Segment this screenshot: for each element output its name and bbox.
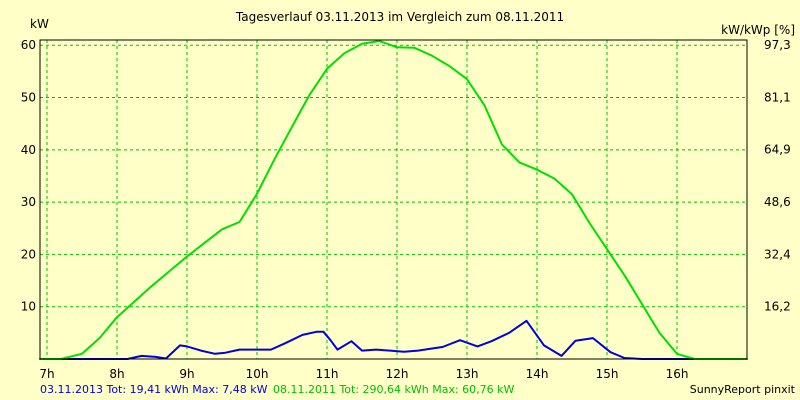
series-line-03-11-2013 (39, 319, 748, 360)
chart-title: Tagesverlauf 03.11.2013 im Vergleich zum… (235, 10, 564, 24)
x-tick-label: 15h (596, 367, 619, 381)
y2-tick-label: 81,1 (764, 90, 791, 104)
x-tick-label: 10h (246, 367, 269, 381)
x-tick-label: 12h (386, 367, 409, 381)
y2-tick-label: 16,2 (764, 300, 791, 314)
y-tick-label: 30 (21, 195, 36, 209)
y2-tick-label: 48,6 (764, 195, 791, 209)
series-layer (39, 40, 748, 360)
x-tick-label: 14h (526, 367, 549, 381)
x-tick-label: 7h (39, 367, 54, 381)
y-tick-label: 10 (21, 300, 36, 314)
series-line-08-11-2011 (39, 40, 748, 360)
y-tick-label: 40 (21, 143, 36, 157)
x-tick-label: 13h (456, 367, 479, 381)
y-tick-label: 60 (21, 38, 36, 52)
plot-area (40, 40, 747, 359)
footer-summary: 03.11.2013 Tot: 19,41 kWh Max: 7,48 kW 0… (40, 383, 515, 396)
y2-axis-label: kW/kWp [%] (721, 23, 795, 37)
grid-layer (40, 40, 747, 359)
y2-tick-label: 32,4 (764, 247, 791, 261)
y-tick-label: 50 (21, 91, 36, 105)
y2-tick-label: 64,9 (764, 143, 791, 157)
tick-label-layer: 7h 8h 9h 10h 11h 12h 13h 14h 15h 16h 10 20 30 40 50 60 1… (21, 38, 791, 381)
x-tick-label: 16h (666, 367, 689, 381)
y-tick-label: 20 (21, 247, 36, 261)
summary-blue: 03.11.2013 Tot: 19,41 kWh Max: 7,48 kW (40, 383, 268, 396)
y2-tick-label: 97,3 (764, 38, 791, 52)
x-tick-label: 9h (179, 367, 194, 381)
summary-green: 08.11.2011 Tot: 290,64 kWh Max: 60,76 kW (273, 383, 515, 396)
plot-frame (39, 39, 748, 360)
x-tick-label: 11h (316, 367, 339, 381)
footer-credit: SunnyReport pinxit (690, 383, 796, 396)
y-axis-label: kW (30, 17, 49, 31)
x-tick-label: 8h (109, 367, 124, 381)
